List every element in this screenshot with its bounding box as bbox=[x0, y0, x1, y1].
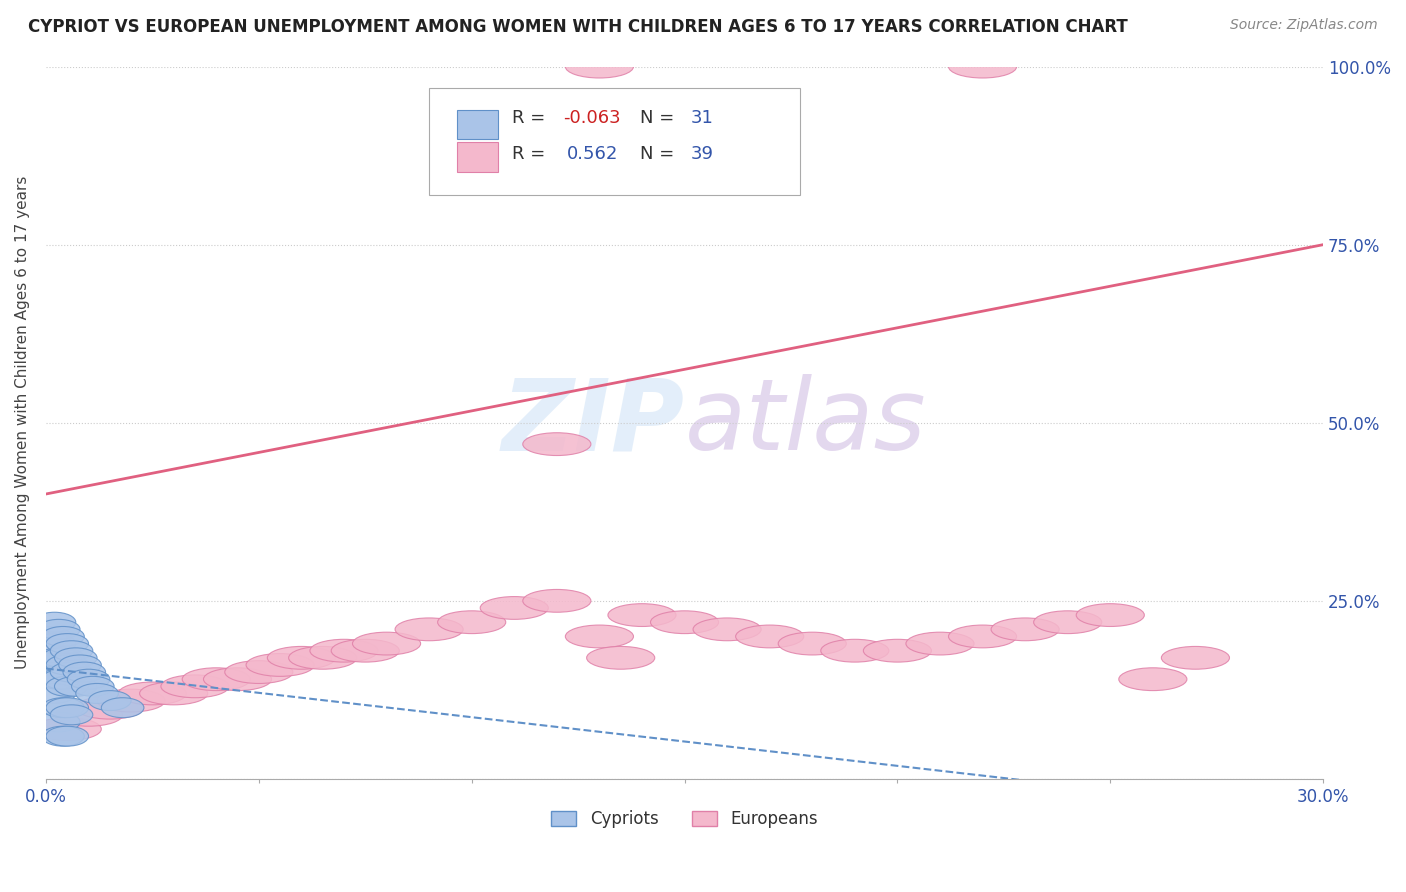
Ellipse shape bbox=[59, 655, 101, 675]
Ellipse shape bbox=[1119, 668, 1187, 690]
FancyBboxPatch shape bbox=[457, 110, 498, 139]
Text: Source: ZipAtlas.com: Source: ZipAtlas.com bbox=[1230, 18, 1378, 32]
Ellipse shape bbox=[1076, 604, 1144, 626]
Ellipse shape bbox=[51, 640, 93, 661]
Ellipse shape bbox=[204, 668, 271, 690]
FancyBboxPatch shape bbox=[457, 143, 498, 172]
Ellipse shape bbox=[55, 648, 97, 668]
Text: ZIP: ZIP bbox=[502, 375, 685, 471]
Ellipse shape bbox=[160, 675, 229, 698]
Ellipse shape bbox=[288, 647, 357, 669]
Text: N =: N = bbox=[640, 145, 681, 162]
Ellipse shape bbox=[76, 683, 118, 704]
Ellipse shape bbox=[63, 662, 105, 682]
Ellipse shape bbox=[395, 618, 463, 640]
Ellipse shape bbox=[1033, 611, 1102, 633]
Ellipse shape bbox=[353, 632, 420, 655]
Ellipse shape bbox=[225, 661, 292, 683]
Ellipse shape bbox=[565, 625, 634, 648]
Ellipse shape bbox=[267, 647, 336, 669]
Ellipse shape bbox=[863, 640, 931, 662]
Ellipse shape bbox=[42, 698, 84, 718]
Text: CYPRIOT VS EUROPEAN UNEMPLOYMENT AMONG WOMEN WITH CHILDREN AGES 6 TO 17 YEARS CO: CYPRIOT VS EUROPEAN UNEMPLOYMENT AMONG W… bbox=[28, 18, 1128, 36]
Ellipse shape bbox=[905, 632, 974, 655]
Ellipse shape bbox=[72, 676, 114, 697]
Ellipse shape bbox=[949, 55, 1017, 78]
Ellipse shape bbox=[42, 648, 84, 668]
Y-axis label: Unemployment Among Women with Children Ages 6 to 17 years: Unemployment Among Women with Children A… bbox=[15, 176, 30, 670]
Text: -0.063: -0.063 bbox=[564, 109, 621, 127]
Ellipse shape bbox=[38, 648, 80, 668]
Text: atlas: atlas bbox=[685, 375, 927, 471]
Text: N =: N = bbox=[640, 109, 681, 127]
Ellipse shape bbox=[101, 698, 143, 718]
Ellipse shape bbox=[139, 682, 208, 705]
Text: R =: R = bbox=[512, 109, 551, 127]
Ellipse shape bbox=[34, 718, 101, 740]
Ellipse shape bbox=[991, 618, 1059, 640]
Ellipse shape bbox=[523, 590, 591, 612]
FancyBboxPatch shape bbox=[429, 88, 800, 194]
Ellipse shape bbox=[42, 626, 84, 647]
Ellipse shape bbox=[481, 597, 548, 619]
Ellipse shape bbox=[565, 55, 634, 78]
Ellipse shape bbox=[38, 712, 80, 732]
Ellipse shape bbox=[949, 625, 1017, 648]
Ellipse shape bbox=[38, 669, 80, 690]
Ellipse shape bbox=[42, 669, 84, 690]
Ellipse shape bbox=[1161, 647, 1229, 669]
Text: R =: R = bbox=[512, 145, 557, 162]
Ellipse shape bbox=[30, 626, 72, 647]
Legend: Cypriots, Europeans: Cypriots, Europeans bbox=[544, 804, 824, 835]
Ellipse shape bbox=[34, 612, 76, 632]
Ellipse shape bbox=[437, 611, 506, 633]
Ellipse shape bbox=[46, 676, 89, 697]
Ellipse shape bbox=[67, 669, 110, 690]
Ellipse shape bbox=[523, 433, 591, 456]
Ellipse shape bbox=[46, 698, 89, 718]
Ellipse shape bbox=[38, 619, 80, 640]
Ellipse shape bbox=[46, 655, 89, 675]
Text: 0.562: 0.562 bbox=[567, 145, 619, 162]
Ellipse shape bbox=[55, 676, 97, 697]
Ellipse shape bbox=[651, 611, 718, 633]
Ellipse shape bbox=[607, 604, 676, 626]
Ellipse shape bbox=[97, 690, 165, 712]
Ellipse shape bbox=[332, 640, 399, 662]
Ellipse shape bbox=[586, 647, 655, 669]
Ellipse shape bbox=[821, 640, 889, 662]
Ellipse shape bbox=[693, 618, 761, 640]
Ellipse shape bbox=[34, 633, 76, 654]
Ellipse shape bbox=[89, 690, 131, 711]
Ellipse shape bbox=[735, 625, 804, 648]
Ellipse shape bbox=[246, 654, 314, 676]
Ellipse shape bbox=[118, 682, 187, 705]
Ellipse shape bbox=[309, 640, 378, 662]
Ellipse shape bbox=[76, 697, 143, 719]
Ellipse shape bbox=[778, 632, 846, 655]
Ellipse shape bbox=[30, 662, 72, 682]
Ellipse shape bbox=[46, 633, 89, 654]
Ellipse shape bbox=[42, 726, 84, 746]
Ellipse shape bbox=[55, 704, 122, 726]
Ellipse shape bbox=[51, 705, 93, 725]
Ellipse shape bbox=[46, 726, 89, 746]
Text: 39: 39 bbox=[690, 145, 714, 162]
Ellipse shape bbox=[183, 668, 250, 690]
Ellipse shape bbox=[34, 683, 76, 704]
Ellipse shape bbox=[51, 662, 93, 682]
Text: 31: 31 bbox=[690, 109, 714, 127]
